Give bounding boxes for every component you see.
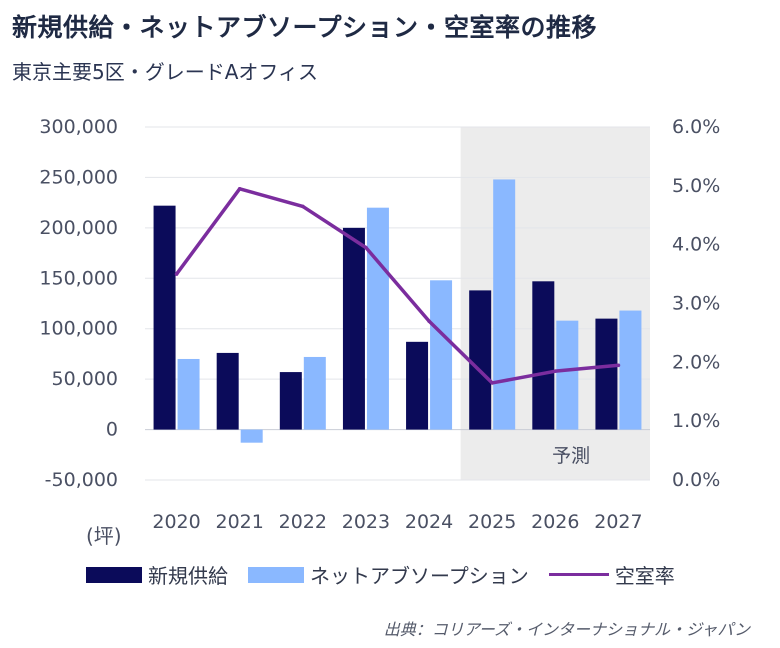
x-tick-label: 2023: [342, 511, 390, 533]
bar-new-supply: [532, 281, 555, 430]
x-tick-label: 2026: [531, 511, 579, 533]
chart-title: 新規供給・ネットアブソープション・空室率の推移: [12, 13, 598, 42]
bar-net-absorption: [366, 207, 389, 430]
point-vacancy: [490, 381, 494, 385]
y-tick-label-right: 4.0%: [672, 234, 720, 256]
x-tick-label: 2027: [594, 511, 642, 533]
forecast-label: 予測: [552, 445, 590, 467]
y-tick-label-right: 6.0%: [672, 116, 720, 138]
x-tick-label: 2025: [468, 511, 516, 533]
bar-new-supply: [342, 227, 365, 430]
legend-label-new-supply: 新規供給: [148, 564, 228, 588]
bar-new-supply: [279, 372, 302, 430]
x-tick-label: 2024: [405, 511, 453, 533]
line-vacancy: [175, 187, 619, 385]
bar-net-absorption: [303, 356, 326, 430]
bar-net-absorption: [430, 280, 453, 430]
x-tick-label: 2022: [279, 511, 327, 533]
bar-new-supply: [153, 205, 176, 430]
bar-net-absorption: [493, 179, 516, 430]
point-vacancy: [553, 369, 558, 373]
legend-swatch-net-absorption: [248, 566, 304, 583]
legend-swatch-vacancy: [548, 573, 609, 576]
bar-new-supply: [469, 290, 492, 430]
unit-label: (坪): [86, 524, 122, 548]
y-tick-label-right: 2.0%: [672, 351, 720, 373]
y-tick-label-right: 0.0%: [672, 469, 720, 491]
y-tick-label-right: 1.0%: [672, 410, 720, 432]
chart-legend: 新規供給 ネットアブソープション 空室率: [86, 560, 695, 589]
bar-new-supply: [406, 341, 429, 430]
y-tick-label-left: 150,000: [39, 267, 118, 289]
x-tick-label: 2021: [216, 511, 264, 533]
y-tick-label-right: 3.0%: [672, 293, 720, 315]
y-tick-label-left: -50,000: [45, 469, 118, 491]
bar-new-supply: [595, 318, 618, 430]
point-vacancy: [237, 186, 242, 191]
point-vacancy: [616, 363, 621, 368]
chart-subtitle: 東京主要5区・グレードAオフィス: [12, 60, 319, 84]
bar-new-supply: [216, 352, 239, 430]
bar-net-absorption: [556, 320, 579, 430]
legend-label-net-absorption: ネットアブソープション: [310, 564, 529, 588]
y-tick-label-left: 300,000: [39, 116, 118, 138]
legend-swatch-new-supply: [86, 566, 142, 583]
y-tick-label-left: 250,000: [39, 166, 118, 188]
point-vacancy: [427, 319, 431, 323]
point-vacancy: [174, 272, 179, 276]
legend-item-new-supply: 新規供給: [86, 560, 228, 589]
y-tick-label-left: 0: [106, 419, 118, 441]
bar-net-absorption: [177, 358, 200, 430]
legend-label-vacancy: 空室率: [614, 564, 675, 588]
y-tick-label-left: 50,000: [52, 368, 118, 390]
y-tick-label-left: 100,000: [39, 318, 118, 340]
y-tick-label-left: 200,000: [39, 217, 118, 239]
source-note: 出典：コリアーズ・インターナショナル・ジャパン: [383, 620, 750, 639]
point-vacancy: [364, 245, 368, 250]
point-vacancy: [301, 204, 305, 209]
x-tick-label: 2020: [152, 511, 200, 533]
bar-net-absorption: [619, 310, 642, 430]
y-tick-label-right: 5.0%: [672, 175, 720, 197]
bar-net-absorption: [240, 429, 263, 443]
legend-item-vacancy: 空室率: [548, 560, 675, 589]
forecast-shade: [460, 127, 650, 480]
legend-item-net-absorption: ネットアブソープション: [248, 560, 529, 589]
